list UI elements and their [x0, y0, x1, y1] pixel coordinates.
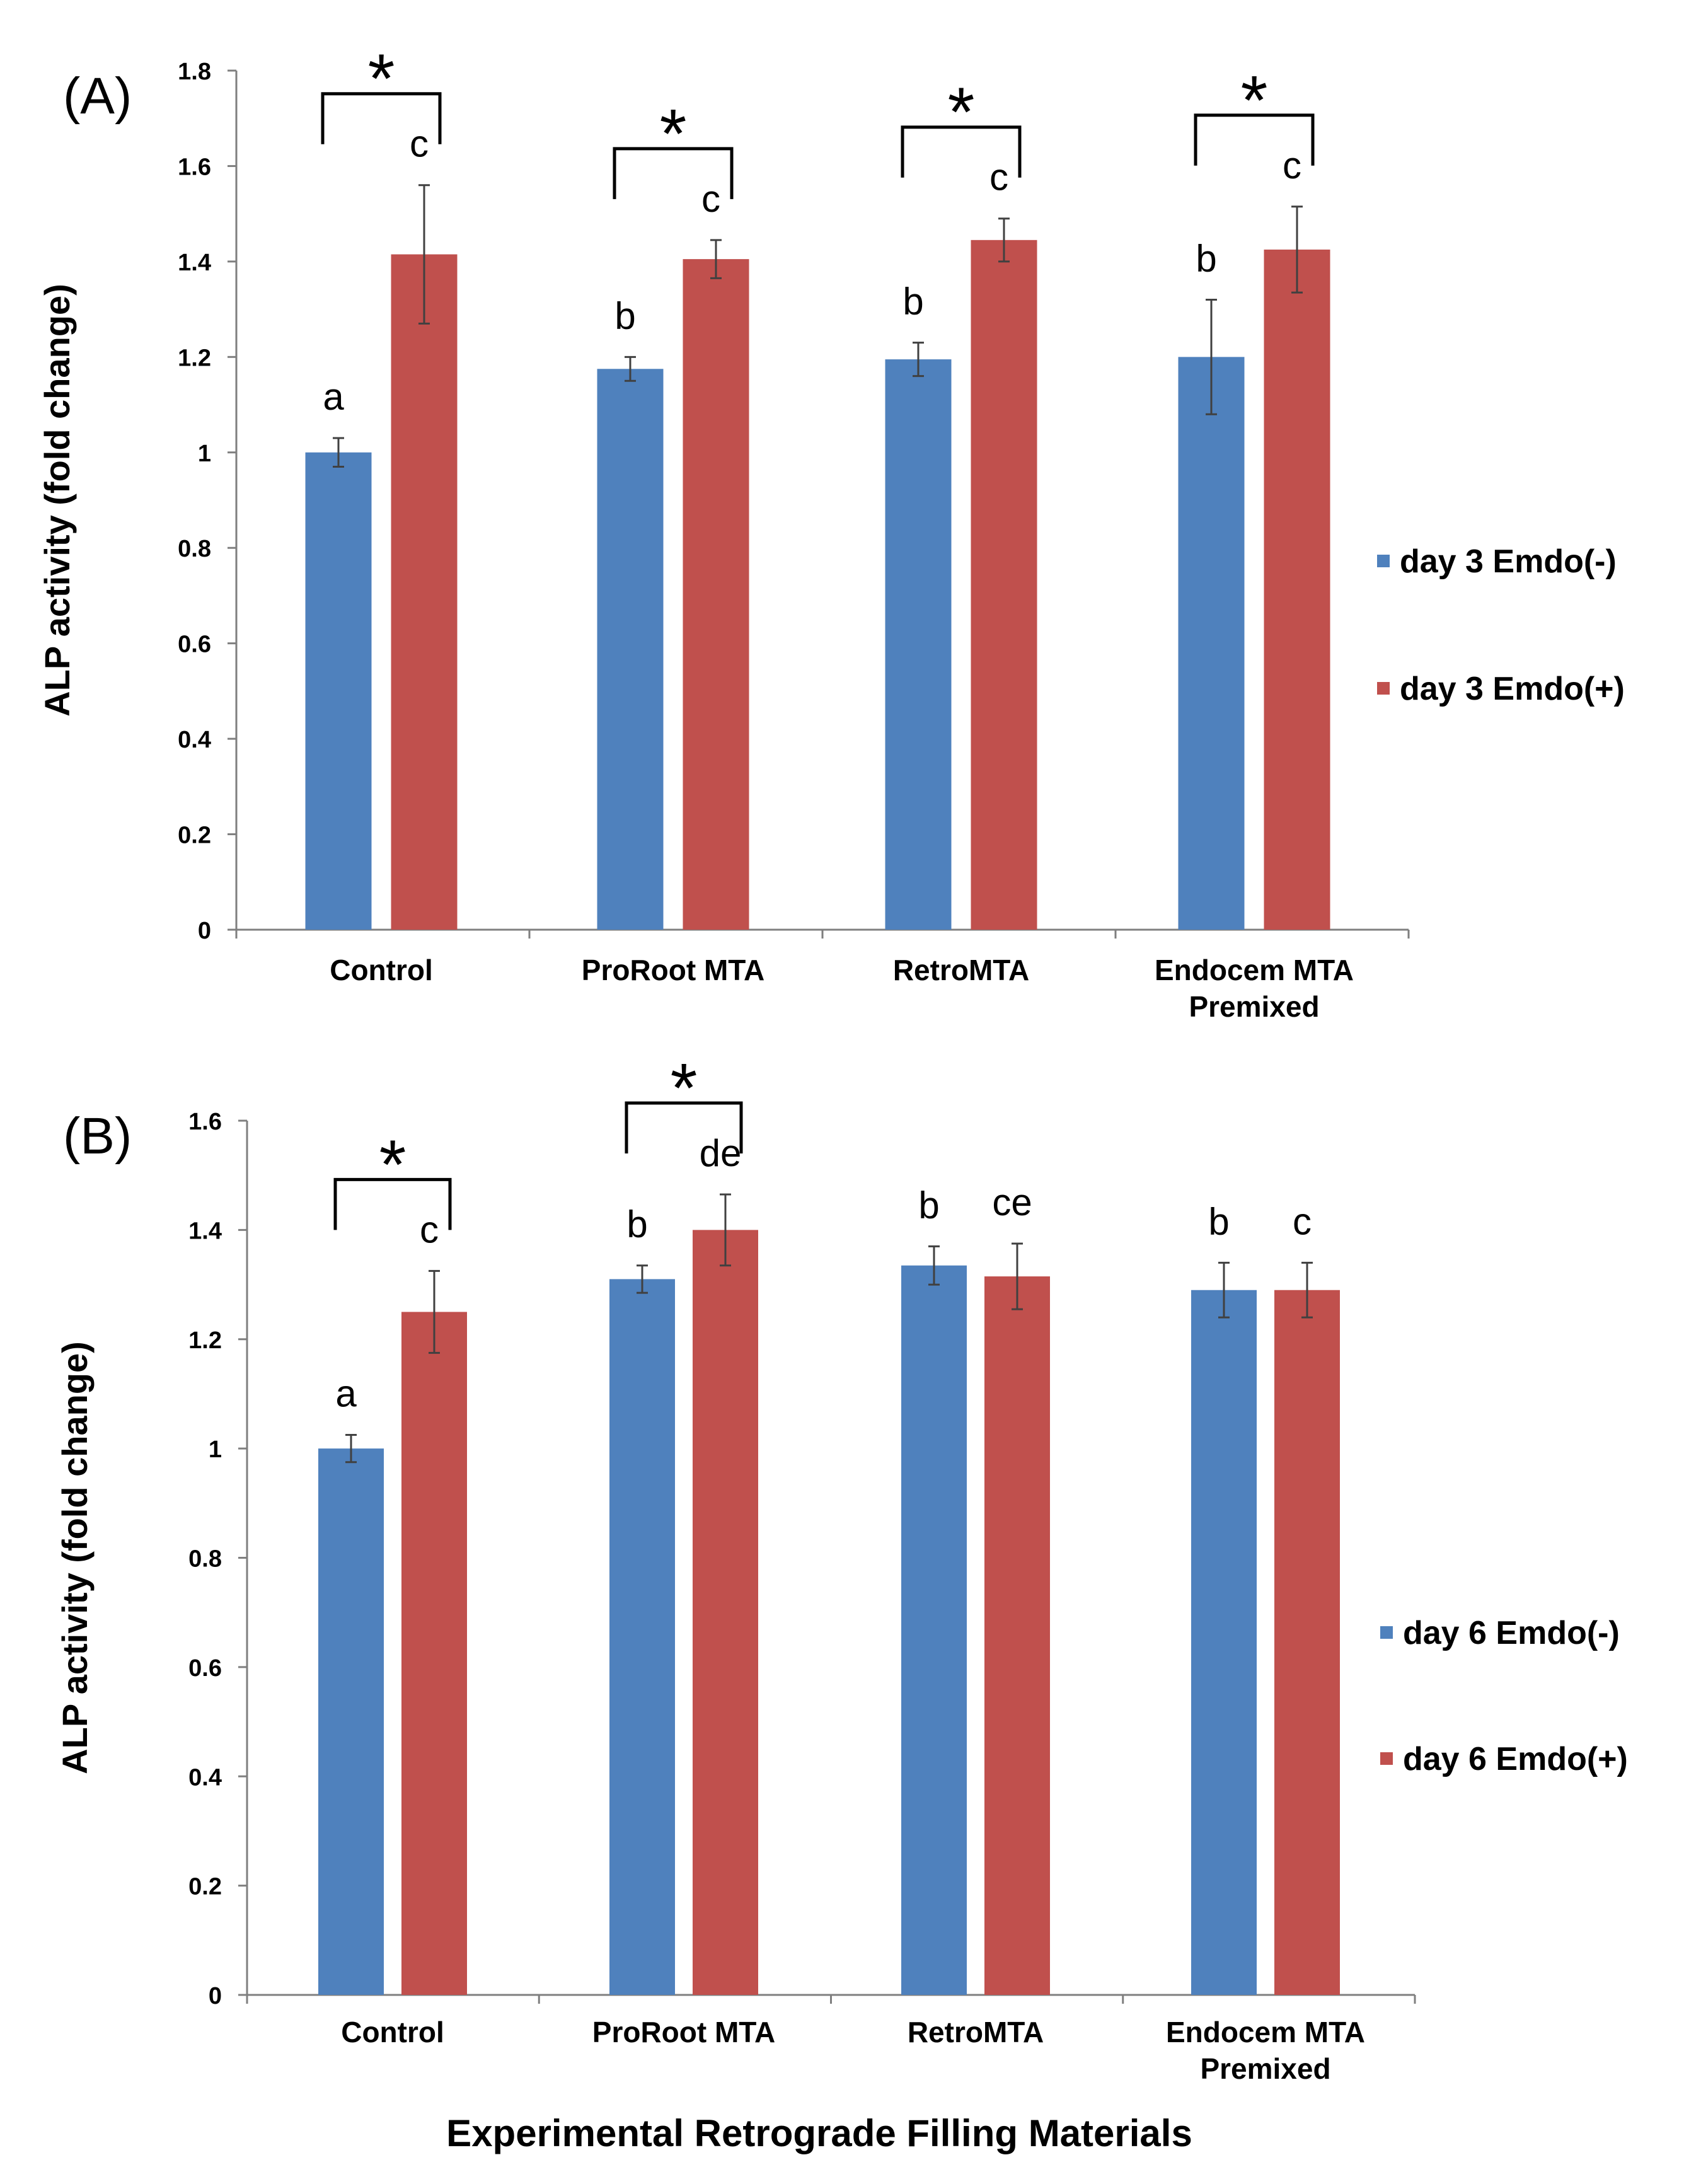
- category-label: Control: [341, 2016, 444, 2048]
- significance-letter: b: [918, 1184, 939, 1226]
- y-tick-label: 1.6: [178, 154, 211, 180]
- y-tick-label: 0: [198, 918, 211, 944]
- bar: [1274, 1290, 1340, 1995]
- bar: [401, 1312, 467, 1995]
- significance-letter: ce: [992, 1181, 1032, 1223]
- legend-label: day 3 Emdo(+): [1400, 671, 1625, 707]
- category-label: RetroMTA: [893, 954, 1029, 986]
- significance-bracket: [1194, 113, 1315, 166]
- bar: [683, 259, 749, 930]
- y-tick-label: 1.2: [188, 1327, 222, 1354]
- significance-bracket: [613, 147, 734, 199]
- legend-label: day 6 Emdo(-): [1403, 1615, 1620, 1651]
- x-axis-title: Experimental Retrograde Filling Material…: [446, 2112, 1192, 2154]
- significance-letter: b: [626, 1203, 647, 1245]
- legend-label: day 3 Emdo(-): [1400, 543, 1617, 580]
- significance-star: *: [368, 40, 395, 118]
- significance-letter: a: [335, 1372, 357, 1414]
- y-tick-label: 0.8: [178, 536, 211, 562]
- y-tick-label: 1.6: [188, 1109, 222, 1135]
- panel-label: (B): [63, 1107, 132, 1165]
- bar: [609, 1279, 675, 1995]
- category-label: RetroMTA: [908, 2016, 1044, 2048]
- category-label: Premixed: [1189, 990, 1319, 1023]
- significance-letter: de: [700, 1132, 742, 1174]
- category-label: Endocem MTA: [1155, 954, 1354, 986]
- significance-bracket: [321, 92, 442, 144]
- category-label: Premixed: [1200, 2052, 1330, 2085]
- y-tick-label: 1.4: [188, 1218, 222, 1244]
- panel-a-chart: 0 0.2 0.4 0.6 0.8 1 1.2 1.4 1.6 1.8 ALP activity (…: [37, 40, 1625, 1023]
- bar: [984, 1276, 1050, 1995]
- significance-bracket: [333, 1177, 452, 1230]
- panel-b-chart: 0 0.2 0.4 0.6 0.8 1 1.2 1.4 1.6 ALP activity (fol…: [55, 1049, 1628, 2085]
- legend-swatch: [1377, 682, 1390, 695]
- bar: [1191, 1290, 1257, 1995]
- bar: [885, 359, 952, 930]
- bar: [901, 1265, 967, 1995]
- y-tick-label: 0.6: [188, 1655, 222, 1682]
- y-tick-label: 1: [198, 441, 211, 467]
- bar: [971, 240, 1037, 930]
- y-axis-title: ALP activity (fold change): [55, 1341, 95, 1774]
- significance-letter: c: [989, 156, 1008, 199]
- significance-letter: b: [614, 294, 635, 337]
- bar: [693, 1230, 758, 1995]
- y-tick-label: 1.4: [178, 250, 211, 276]
- significance-star: *: [660, 95, 687, 173]
- significance-letter: b: [1196, 237, 1216, 279]
- y-tick-label: 1.2: [178, 345, 211, 371]
- significance-letter: b: [903, 280, 923, 323]
- y-tick-label: 0.2: [178, 823, 211, 849]
- significance-star: *: [379, 1126, 407, 1203]
- y-tick-label: 0.8: [188, 1546, 222, 1573]
- significance-letter: c: [420, 1208, 439, 1251]
- category-label: ProRoot MTA: [592, 2016, 775, 2048]
- y-tick-label: 0.4: [188, 1764, 222, 1791]
- significance-letter: b: [1208, 1200, 1229, 1242]
- bar: [597, 369, 664, 930]
- significance-letter: c: [1283, 144, 1301, 187]
- category-label: Control: [330, 954, 433, 986]
- bar: [1178, 357, 1245, 930]
- legend-swatch: [1380, 1752, 1393, 1765]
- panel-label: (A): [63, 67, 132, 125]
- significance-letter: a: [323, 376, 344, 418]
- y-tick-label: 0.2: [188, 1874, 222, 1900]
- significance-letter: c: [1293, 1200, 1312, 1242]
- category-label: ProRoot MTA: [582, 954, 764, 986]
- y-tick-label: 1: [209, 1436, 222, 1463]
- significance-letter: c: [701, 178, 720, 220]
- bar: [1264, 249, 1330, 930]
- legend-swatch: [1380, 1626, 1393, 1639]
- category-label: Endocem MTA: [1166, 2016, 1365, 2048]
- bar: [391, 254, 458, 930]
- y-tick-label: 0.4: [178, 727, 211, 753]
- significance-bracket: [901, 125, 1022, 178]
- y-tick-label: 0.6: [178, 632, 211, 658]
- bar: [305, 452, 372, 930]
- bar: [318, 1448, 384, 1995]
- legend-swatch: [1377, 555, 1390, 567]
- significance-letter: c: [410, 123, 429, 165]
- legend-label: day 6 Emdo(+): [1403, 1741, 1628, 1777]
- significance-star: *: [948, 74, 975, 151]
- y-axis-title: ALP activity (fold change): [37, 284, 77, 717]
- significance-bracket: [625, 1101, 743, 1154]
- significance-star: *: [1241, 62, 1268, 139]
- y-tick-label: 0: [209, 1983, 222, 2009]
- y-tick-label: 1.8: [178, 59, 211, 85]
- significance-star: *: [671, 1049, 698, 1127]
